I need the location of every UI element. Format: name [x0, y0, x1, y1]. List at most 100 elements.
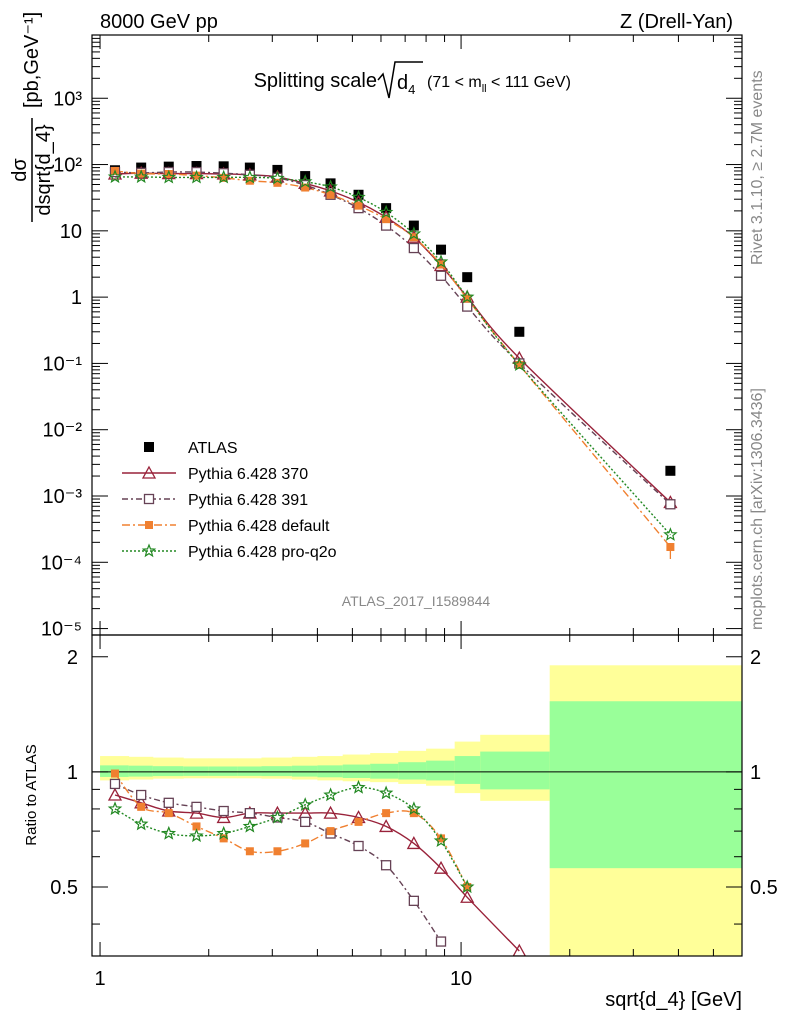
legend-marker [141, 465, 157, 479]
ratio-point [354, 817, 363, 826]
legend-marker [143, 493, 155, 505]
ratio-point [459, 879, 475, 894]
data-point [378, 204, 394, 219]
ratio-point [406, 801, 422, 816]
data-point [218, 161, 229, 172]
y-tick-label: 10⁻⁵ [41, 619, 82, 641]
ratio-point [109, 778, 121, 790]
ratio-point [323, 805, 338, 819]
green-band [128, 765, 154, 777]
ratio-line [114, 794, 520, 952]
ratio-y-tick-label: 1 [67, 762, 78, 784]
data-point [408, 220, 419, 231]
ratio-point [297, 797, 313, 812]
green-band [398, 762, 427, 780]
data-point [325, 178, 336, 189]
green-band [237, 766, 262, 776]
data-point [353, 189, 364, 200]
data-point [351, 189, 366, 204]
y-tick-label: 10⁻³ [43, 486, 83, 508]
data-point [406, 226, 422, 241]
ratio-point [353, 840, 364, 852]
ratio-point [380, 860, 392, 871]
data-point [133, 169, 149, 184]
ratio-point [136, 789, 147, 801]
legend-label: Pythia 6.428 370 [188, 466, 308, 483]
data-point [192, 171, 201, 180]
ratio-point [216, 825, 231, 840]
data-point [191, 161, 202, 172]
data-point [301, 183, 310, 192]
ratio-point [409, 809, 418, 818]
y-tick-label: 10⁻² [43, 420, 83, 442]
ylabel-num: dσ [9, 158, 31, 182]
data-point [137, 169, 146, 178]
data-point [245, 176, 254, 185]
ratio-point [437, 834, 446, 843]
legend-label: Pythia 6.428 pro-q2o [188, 544, 337, 561]
series-line [114, 170, 671, 548]
ratio-point [273, 847, 282, 856]
legend-marker [145, 521, 153, 529]
y-tick-label: 1 [71, 287, 82, 309]
ratio-point [216, 810, 231, 824]
legend-marker [144, 442, 154, 452]
data-point [433, 254, 449, 269]
data-point [665, 499, 676, 510]
legend-marker [141, 543, 157, 558]
green-band [208, 766, 238, 776]
main-series-markers [107, 161, 678, 560]
data-point [107, 169, 123, 184]
ratio-y-tick-label-right: 1 [750, 762, 761, 784]
ratio-point [379, 819, 394, 833]
analysis-label: ATLAS_2017_I1589844 [342, 593, 491, 609]
green-band [152, 766, 184, 777]
data-point [435, 270, 447, 281]
data-point [161, 169, 177, 184]
data-point [216, 169, 231, 184]
mcplots-label: mcplots.cern.ch [arXiv:1306.3436] [749, 388, 766, 630]
ratio-point [435, 936, 447, 947]
data-point [436, 244, 447, 255]
ratio-ylabel: Ratio to ATLAS [23, 744, 40, 845]
ratio-point [512, 943, 527, 956]
data-point [189, 169, 204, 184]
ratio-series-markers [107, 769, 527, 956]
header-right: Z (Drell-Yan) [620, 11, 733, 33]
ratio-point [192, 822, 201, 831]
legend-item: ATLAS [144, 440, 238, 457]
green-band [454, 756, 481, 784]
axis-tick-labels: 1 10 10⁻⁵ 10⁻⁴ 10⁻³ 10⁻² 10⁻¹ 1 10 10² 10³ 0.5 0.5 1 1… [41, 88, 778, 990]
legend: ATLAS Pythia 6.428 370 Pythia 6.428 391 Pyt… [122, 440, 337, 561]
data-point [219, 173, 228, 182]
legend-label: ATLAS [188, 440, 238, 457]
data-point [242, 169, 258, 184]
ratio-plot-frame [91, 634, 743, 957]
data-point [323, 179, 338, 194]
x-tick-label: 10 [450, 968, 472, 990]
green-band [317, 765, 344, 778]
ratio-point [463, 882, 472, 891]
ratio-point [189, 828, 204, 843]
ratio-y-tick-label-right: 0.5 [750, 877, 778, 899]
ratio-series-lines [114, 773, 520, 952]
ratio-point [433, 860, 449, 874]
ratio-point [245, 847, 254, 856]
data-point [164, 170, 173, 179]
ratio-point [326, 827, 335, 836]
ratio-point [408, 895, 420, 906]
main-ylabel: dσ dsqrt{d_4} [pb,GeV⁻¹] [9, 12, 55, 222]
ylabel-unit: [pb,GeV⁻¹] [21, 12, 43, 108]
x-tick-label: 1 [94, 968, 105, 990]
legend-item: Pythia 6.428 pro-q2o [122, 543, 337, 561]
ratio-point [137, 802, 146, 811]
data-point [326, 190, 335, 199]
data-point [459, 289, 475, 304]
data-point [381, 203, 392, 214]
y-tick-label: 10³ [53, 88, 82, 110]
ratio-point [378, 785, 394, 800]
ratio-point [219, 834, 228, 843]
rivet-label: Rivet 3.1.10, ≥ 2.7M events [749, 70, 766, 265]
ratio-y-tick-label-right: 2 [750, 647, 761, 669]
ratio-point [300, 816, 311, 828]
